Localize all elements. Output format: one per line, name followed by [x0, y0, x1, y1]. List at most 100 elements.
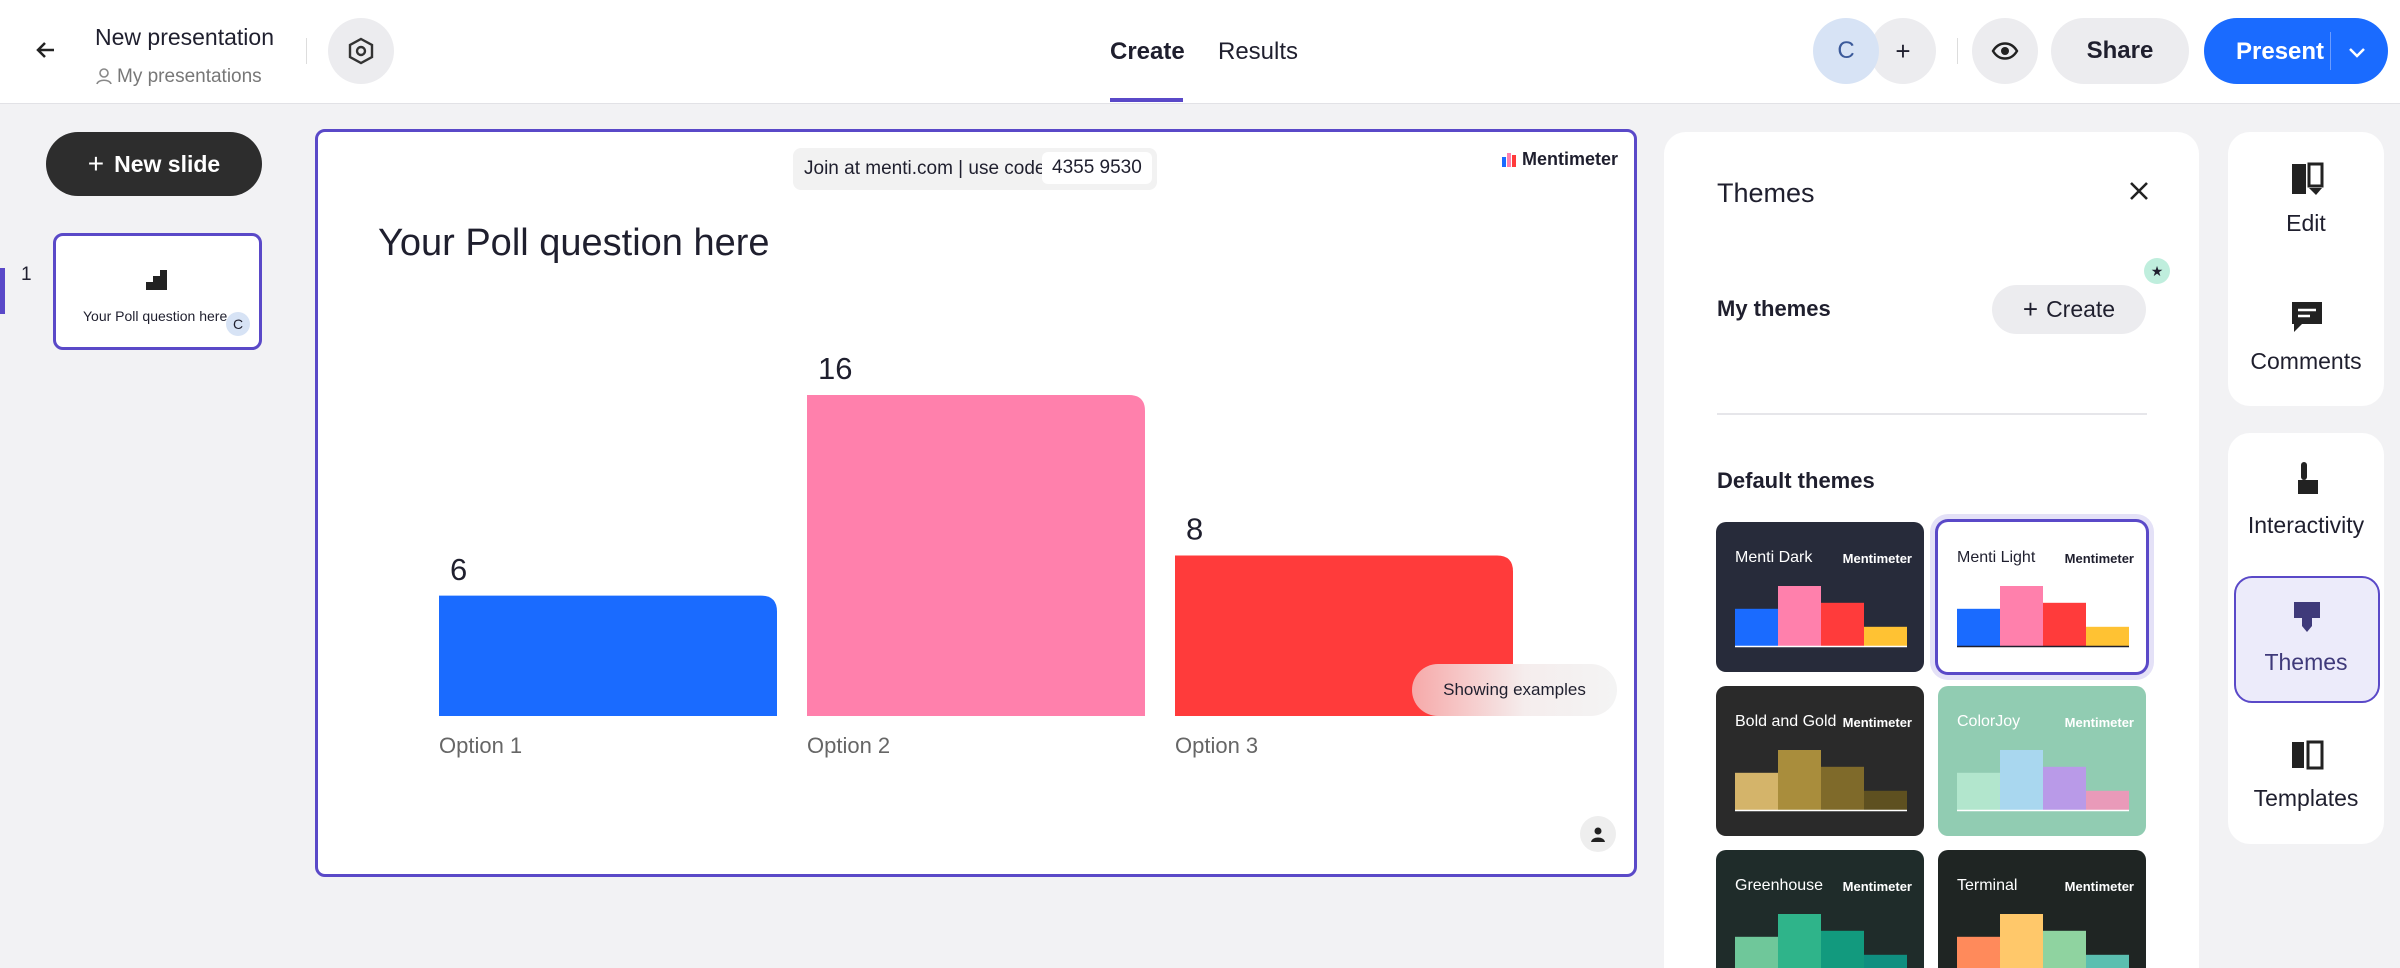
preview-bar [1821, 602, 1864, 646]
settings-button[interactable] [328, 18, 394, 84]
back-button[interactable] [30, 34, 62, 66]
present-button[interactable] [2204, 18, 2388, 84]
preview-bar [1735, 772, 1778, 810]
theme-preview-chart [1735, 914, 1907, 968]
present-label[interactable]: Present [2236, 38, 2325, 65]
divider [2330, 32, 2331, 70]
tool-label[interactable]: Templates [2253, 785, 2359, 811]
tab-results[interactable]: Results [1218, 38, 1299, 65]
theme-name: Bold and Gold [1735, 713, 1837, 730]
theme-preview-chart [1735, 586, 1907, 648]
preview-bar [2043, 602, 2086, 646]
preview-button[interactable] [1972, 18, 2038, 84]
tool-label[interactable]: Interactivity [2247, 512, 2365, 538]
slide-thumbnail[interactable]: Your Poll question here C [53, 233, 262, 350]
category-label: Option 2 [807, 733, 890, 758]
slide-title: Your Poll question here [378, 222, 770, 264]
category-label: Option 1 [439, 733, 522, 758]
create-label[interactable]: Create [2046, 296, 2116, 322]
preview-bar [2043, 766, 2086, 810]
preview-bar [1778, 586, 1821, 646]
tool-label[interactable]: Themes [2264, 649, 2348, 675]
theme-preview-chart [1735, 750, 1907, 812]
new-slide-label[interactable]: New slide [114, 150, 221, 177]
preview-bar [2043, 930, 2086, 968]
premium-badge: ★ [2144, 258, 2170, 284]
theme-card[interactable]: ColorJoy Mentimeter [1938, 686, 2146, 836]
theme-brand: Mentimeter [1842, 551, 1912, 566]
poll-chart: 6 Option 1 16 Option 2 8 Option 3 [439, 351, 1513, 758]
preview-bar [2000, 914, 2043, 968]
theme-name: Greenhouse [1735, 877, 1824, 894]
theme-brand: Mentimeter [1842, 715, 1912, 730]
theme-card[interactable]: Menti Dark Mentimeter [1716, 522, 1924, 672]
edit-icon [2292, 162, 2324, 195]
preview-bar [1864, 790, 1907, 810]
slide-number: 1 [21, 264, 32, 285]
preview-bar [2086, 790, 2129, 810]
preview-bar [1821, 930, 1864, 968]
preview-bar [2000, 750, 2043, 810]
theme-brand: Mentimeter [1842, 879, 1912, 894]
new-slide-button[interactable]: + New slide [46, 132, 262, 196]
value-label: 16 [818, 351, 852, 386]
join-code: 4355 9530 [1042, 152, 1152, 184]
tab-create[interactable]: Create [1110, 38, 1185, 65]
thumbnail-avatar: C [226, 312, 250, 336]
theme-card[interactable]: Bold and Gold Mentimeter [1716, 686, 1924, 836]
thumbnail-title: Your Poll question here [83, 308, 228, 324]
tool-label[interactable]: Comments [2250, 348, 2362, 374]
panel-title: Themes [1717, 178, 1815, 208]
avatar[interactable]: C [1813, 18, 1879, 84]
showing-examples-badge: Showing examples [1412, 664, 1617, 716]
preview-bar [2086, 954, 2129, 968]
plus-icon: + [87, 148, 105, 179]
divider [306, 38, 307, 64]
bar [807, 395, 1145, 716]
category-label: Option 3 [1175, 733, 1258, 758]
brand-name: Mentimeter [1522, 149, 1619, 169]
preview-bar [1735, 608, 1778, 646]
share-button[interactable]: Share [2051, 18, 2189, 84]
breadcrumb[interactable]: My presentations [117, 66, 262, 87]
bar [439, 595, 777, 716]
theme-brand: Mentimeter [2064, 715, 2134, 730]
add-collaborator-button[interactable]: + [1870, 18, 1936, 84]
theme-card[interactable]: Greenhouse Mentimeter [1716, 850, 1924, 968]
value-label: 6 [450, 552, 467, 587]
my-themes-heading: My themes [1717, 296, 1831, 321]
user-icon [96, 68, 112, 85]
theme-brand: Mentimeter [2064, 879, 2134, 894]
preview-bar [1957, 608, 2000, 646]
theme-name: Menti Light [1957, 549, 2036, 566]
divider [1957, 38, 1958, 64]
brand-logo [1502, 153, 1516, 167]
preview-bar [1957, 936, 2000, 968]
themes-icon [2294, 602, 2320, 632]
preview-bar [1778, 750, 1821, 810]
preview-bar [1864, 954, 1907, 968]
create-theme-button[interactable]: + Create [1992, 285, 2146, 334]
theme-preview-chart [1957, 586, 2129, 648]
theme-preview-chart [1957, 750, 2129, 812]
tool-selected [2234, 576, 2380, 703]
tool-label[interactable]: Edit [2286, 210, 2326, 236]
current-slide-indicator [0, 268, 5, 314]
value-label: 8 [1186, 512, 1203, 547]
comments-icon [2292, 302, 2322, 332]
theme-name: Terminal [1957, 877, 2018, 894]
present-menu-button[interactable] [2345, 40, 2369, 64]
templates-icon [2292, 740, 2324, 770]
themes-panel: Themes My themes + Create ★ Default theme… [1664, 132, 2199, 968]
audience-button[interactable] [1580, 816, 1616, 852]
join-text: Join at menti.com | use code [804, 158, 1046, 179]
presentation-title[interactable]: New presentation [95, 24, 274, 50]
preview-bar [1735, 936, 1778, 968]
close-button[interactable] [2128, 180, 2150, 202]
preview-bar [1957, 772, 2000, 810]
theme-card[interactable]: Menti Light Mentimeter [1938, 522, 2146, 672]
preview-bar [1821, 766, 1864, 810]
theme-card[interactable]: Terminal Mentimeter [1938, 850, 2146, 968]
theme-preview-chart [1957, 914, 2129, 968]
